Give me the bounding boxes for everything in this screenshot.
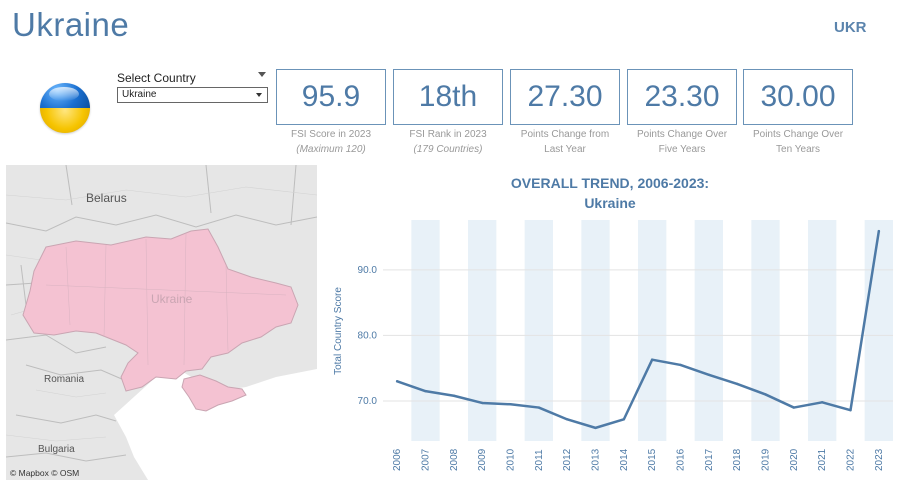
map-label-romania: Romania bbox=[44, 374, 84, 385]
kpi-caption: Points Change Over bbox=[752, 129, 844, 140]
chart-band bbox=[864, 220, 893, 441]
crimea-region[interactable] bbox=[181, 374, 247, 412]
kpi-caption: FSI Score in 2023 bbox=[290, 129, 372, 140]
ukraine-region[interactable] bbox=[22, 228, 299, 392]
data-point bbox=[537, 406, 541, 409]
kpi-change-last-year: 27.30 Points Change from Last Year bbox=[510, 69, 620, 157]
ukraine-oblast-lines bbox=[45, 232, 287, 366]
x-tick-label: 2010 bbox=[506, 448, 517, 471]
map-label-bulgaria: Bulgaria bbox=[38, 444, 75, 455]
data-point bbox=[679, 363, 682, 367]
x-tick-label: 2013 bbox=[591, 448, 602, 471]
chart-band bbox=[808, 220, 837, 441]
kpi-value: 30.00 bbox=[743, 69, 853, 125]
kpi-caption: FSI Rank in 2023 bbox=[409, 129, 487, 140]
kpi-caption: Points Change Over bbox=[636, 129, 728, 140]
chart-band bbox=[694, 220, 723, 441]
y-axis-ticks: 70.0 80.0 90.0 bbox=[358, 265, 378, 407]
data-point bbox=[509, 403, 512, 406]
y-tick-label: 70.0 bbox=[358, 396, 378, 407]
x-tick-label: 2016 bbox=[676, 448, 687, 471]
x-tick-label: 2023 bbox=[874, 448, 885, 471]
page-title: Ukraine bbox=[12, 6, 130, 43]
select-country-menu-icon[interactable] bbox=[258, 72, 266, 77]
chevron-down-icon[interactable] bbox=[256, 93, 262, 97]
kpi-caption: Points Change from bbox=[520, 129, 610, 140]
kpi-fsi-score: 95.9 FSI Score in 2023 (Maximum 120) bbox=[276, 69, 386, 157]
x-tick-label: 2011 bbox=[534, 449, 545, 471]
x-axis-ticks: 2006 2007 2008 2009 2010 2011 2012 2013 2014 2015… bbox=[392, 448, 885, 471]
data-point bbox=[565, 418, 569, 421]
y-tick-label: 80.0 bbox=[358, 330, 378, 341]
kpi-change-five-years: 23.30 Points Change Over Five Years bbox=[627, 69, 737, 157]
x-tick-label: 2017 bbox=[704, 448, 715, 471]
kpi-value: 23.30 bbox=[627, 69, 737, 125]
x-tick-label: 2014 bbox=[619, 448, 630, 471]
chart-bands bbox=[411, 220, 893, 441]
country-select-value: Ukraine bbox=[122, 89, 157, 100]
x-tick-label: 2022 bbox=[846, 448, 857, 471]
data-point bbox=[792, 406, 796, 409]
data-point bbox=[452, 394, 456, 397]
series-ukraine bbox=[395, 229, 881, 430]
country-select[interactable]: Ukraine bbox=[117, 87, 268, 103]
kpi-caption-sub: Ten Years bbox=[776, 144, 820, 155]
x-tick-label: 2018 bbox=[732, 448, 743, 471]
kpi-caption-sub: Five Years bbox=[658, 144, 706, 155]
map-label-ukraine: Ukraine bbox=[151, 292, 193, 306]
x-tick-label: 2020 bbox=[789, 448, 800, 471]
y-axis-label: Total Country Score bbox=[333, 287, 344, 375]
kpi-caption-sub: (179 Countries) bbox=[413, 144, 483, 155]
map-label-belarus: Belarus bbox=[86, 191, 127, 205]
data-point bbox=[395, 380, 399, 383]
x-tick-label: 2012 bbox=[562, 448, 573, 471]
map-region-lines bbox=[6, 186, 317, 442]
map-borders bbox=[6, 165, 317, 462]
data-point bbox=[877, 229, 881, 233]
chart-band bbox=[581, 220, 610, 441]
data-point bbox=[424, 389, 427, 393]
chart-band bbox=[411, 220, 440, 441]
data-point bbox=[650, 358, 654, 361]
data-point bbox=[849, 408, 852, 412]
chart-title: OVERALL TREND, 2006-2023: bbox=[511, 175, 709, 191]
x-tick-label: 2021 bbox=[817, 448, 828, 471]
select-country-label: Select Country bbox=[117, 71, 196, 85]
data-point bbox=[480, 401, 484, 405]
data-point bbox=[707, 373, 711, 376]
x-tick-label: 2008 bbox=[449, 448, 460, 471]
series-line bbox=[395, 229, 881, 430]
black-sea-shape bbox=[114, 369, 317, 480]
chart-band bbox=[638, 220, 667, 441]
chart-band bbox=[751, 220, 780, 441]
data-point bbox=[820, 401, 824, 404]
data-point bbox=[764, 393, 767, 396]
data-point bbox=[594, 426, 597, 430]
kpi-change-ten-years: 30.00 Points Change Over Ten Years bbox=[743, 69, 853, 157]
kpi-caption-sub: (Maximum 120) bbox=[296, 144, 366, 155]
country-map[interactable]: Belarus Ukraine Romania Bulgaria © Mapbo… bbox=[6, 165, 317, 480]
y-tick-label: 90.0 bbox=[358, 265, 378, 276]
trend-chart: OVERALL TREND, 2006-2023: Ukraine Total … bbox=[325, 165, 900, 485]
kpi-value: 95.9 bbox=[276, 69, 386, 125]
x-tick-label: 2019 bbox=[761, 448, 772, 471]
x-tick-label: 2009 bbox=[477, 448, 488, 471]
chart-gridlines bbox=[383, 269, 893, 402]
x-tick-label: 2015 bbox=[647, 448, 658, 471]
chart-subtitle: Ukraine bbox=[584, 195, 636, 211]
kpi-fsi-rank: 18th FSI Rank in 2023 (179 Countries) bbox=[393, 69, 503, 157]
kpi-value: 18th bbox=[393, 69, 503, 125]
ukraine-flag-icon bbox=[40, 83, 90, 133]
chart-band bbox=[524, 220, 553, 441]
x-tick-label: 2007 bbox=[421, 448, 432, 471]
data-point bbox=[735, 382, 739, 386]
kpi-caption-sub: Last Year bbox=[544, 144, 586, 155]
data-point bbox=[622, 418, 626, 421]
map-credit: © Mapbox © OSM bbox=[10, 468, 80, 478]
x-tick-label: 2006 bbox=[392, 448, 403, 471]
chart-band bbox=[468, 220, 497, 441]
kpi-value: 27.30 bbox=[510, 69, 620, 125]
country-code: UKR bbox=[834, 19, 867, 36]
